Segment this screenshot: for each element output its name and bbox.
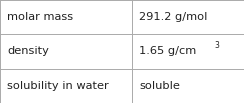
Text: soluble: soluble xyxy=(139,81,180,91)
Text: density: density xyxy=(7,46,49,57)
Text: 291.2 g/mol: 291.2 g/mol xyxy=(139,12,207,22)
Text: 1.65 g/cm: 1.65 g/cm xyxy=(139,46,196,57)
Text: 3: 3 xyxy=(214,41,219,50)
Text: solubility in water: solubility in water xyxy=(7,81,109,91)
Text: molar mass: molar mass xyxy=(7,12,73,22)
